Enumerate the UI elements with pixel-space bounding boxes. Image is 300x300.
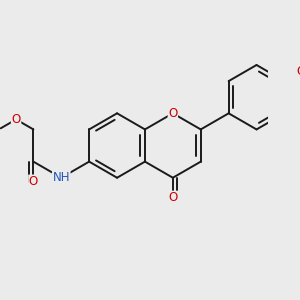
- Text: O: O: [29, 175, 38, 188]
- Text: O: O: [296, 65, 300, 78]
- Text: O: O: [168, 107, 178, 120]
- Text: O: O: [11, 113, 21, 126]
- Text: NH: NH: [52, 171, 70, 184]
- Text: O: O: [168, 191, 178, 204]
